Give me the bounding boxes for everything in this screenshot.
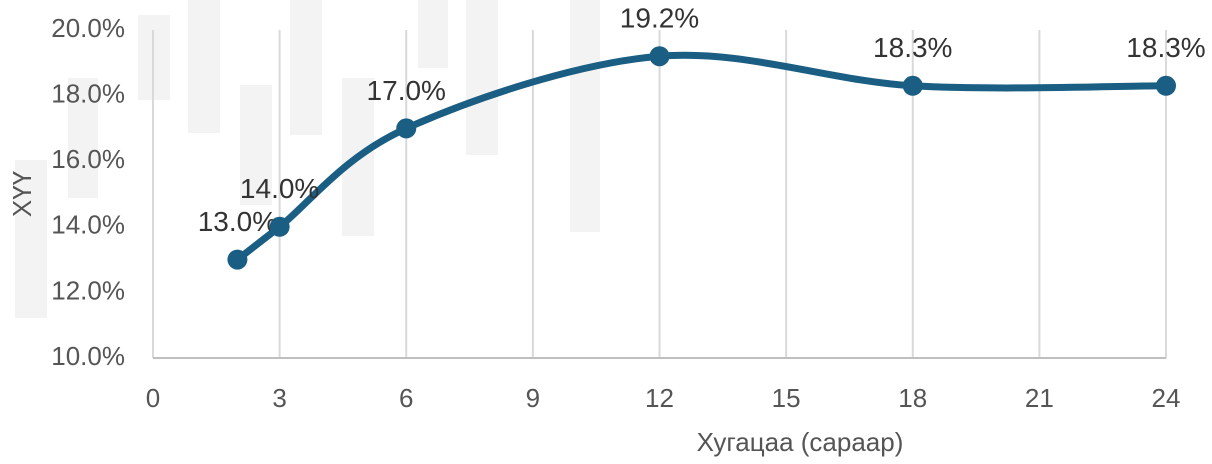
point — [227, 250, 247, 270]
y-tick-label: 14.0% — [51, 210, 125, 240]
x-tick-label: 0 — [146, 383, 160, 413]
data-label: 17.0% — [367, 75, 446, 106]
point — [1156, 76, 1176, 96]
x-tick-label: 15 — [772, 383, 801, 413]
y-tick-label: 18.0% — [51, 78, 125, 108]
y-tick-label: 10.0% — [51, 341, 125, 371]
x-tick-label: 3 — [272, 383, 286, 413]
y-tick-label: 20.0% — [51, 13, 125, 43]
data-label: 14.0% — [240, 173, 319, 204]
data-label: 18.3% — [873, 32, 952, 63]
data-label: 19.2% — [620, 3, 699, 34]
data-label: 18.3% — [1126, 32, 1205, 63]
x-tick-label: 24 — [1152, 383, 1181, 413]
x-tick-label: 21 — [1025, 383, 1054, 413]
y-axis-label: ХҮҮ — [7, 170, 37, 217]
y-tick-label: 16.0% — [51, 144, 125, 174]
point — [650, 46, 670, 66]
chart: Хугацаа (сараар) ХҮҮ 0 3 6 9 12 15 18 21 24 10.0%… — [0, 0, 1212, 464]
point — [270, 217, 290, 237]
point — [396, 118, 416, 138]
x-axis-label: Хугацаа (сараар) — [697, 427, 904, 457]
x-tick-label: 12 — [645, 383, 674, 413]
point — [903, 76, 923, 96]
y-tick-label: 12.0% — [51, 275, 125, 305]
data-label: 13.0% — [198, 206, 277, 237]
x-tick-label: 6 — [399, 383, 413, 413]
x-tick-label: 9 — [526, 383, 540, 413]
x-tick-label: 18 — [898, 383, 927, 413]
